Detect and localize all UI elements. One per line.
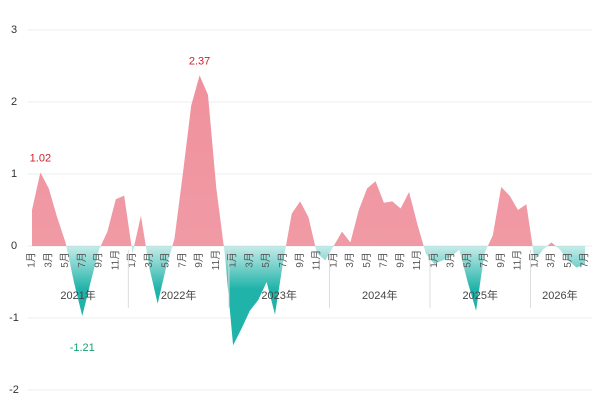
- annotation: 1.02: [30, 152, 51, 164]
- y-tick-label: -2: [9, 384, 19, 396]
- x-tick-label: 7月: [277, 252, 289, 268]
- annotation: 2.37: [189, 55, 210, 67]
- x-tick-label: 1月: [227, 252, 239, 268]
- x-tick-label: 5月: [260, 252, 272, 268]
- area: [32, 75, 585, 346]
- x-tick-label: 9月: [193, 252, 205, 268]
- annotation: -1.21: [70, 342, 95, 354]
- x-tick-label: 5月: [461, 252, 473, 268]
- y-tick-label: 0: [11, 240, 17, 252]
- x-tick-label: 3月: [545, 252, 557, 268]
- x-tick-label: 3月: [42, 252, 54, 268]
- x-tick-label: 3月: [143, 252, 155, 268]
- x-tick-label: 5月: [59, 252, 71, 268]
- x-tick-label: 9月: [495, 252, 507, 268]
- x-tick-label: 5月: [361, 252, 373, 268]
- x-tick-label: 7月: [76, 252, 88, 268]
- year-label: 2023年: [261, 288, 296, 302]
- x-tick-label: 1月: [126, 252, 138, 268]
- x-tick-label: 7月: [579, 252, 591, 268]
- y-tick-label: 2: [11, 96, 17, 108]
- year-label: 2021年: [60, 288, 95, 302]
- y-tick-label: 3: [11, 24, 17, 36]
- x-tick-label: 7月: [478, 252, 490, 268]
- x-tick-label: 7月: [176, 252, 188, 268]
- x-tick-label: 5月: [562, 252, 574, 268]
- year-label: 2024年: [362, 288, 397, 302]
- x-tick-label: 11月: [411, 250, 423, 270]
- x-tick-label: 11月: [311, 250, 323, 270]
- x-tick-label: 1月: [327, 252, 339, 268]
- x-tick-label: 5月: [160, 252, 172, 268]
- x-tick-label: 11月: [109, 250, 121, 270]
- x-tick-label: 3月: [344, 252, 356, 268]
- x-tick-label: 1月: [428, 252, 440, 268]
- x-tick-label: 9月: [294, 252, 306, 268]
- x-tick-label: 7月: [378, 252, 390, 268]
- year-label: 2026年: [542, 288, 577, 302]
- year-label: 2022年: [161, 288, 196, 302]
- y-tick-label: 1: [11, 168, 17, 180]
- x-tick-label: 1月: [528, 252, 540, 268]
- x-tick-label: 3月: [445, 252, 457, 268]
- x-tick-label: 11月: [512, 250, 524, 270]
- x-tick-label: 3月: [243, 252, 255, 268]
- x-tick-label: 11月: [210, 250, 222, 270]
- year-label: 2025年: [463, 288, 498, 302]
- y-tick-label: -1: [9, 312, 19, 324]
- x-tick-label: 1月: [26, 252, 38, 268]
- x-tick-label: 9月: [394, 252, 406, 268]
- x-tick-label: 9月: [93, 252, 105, 268]
